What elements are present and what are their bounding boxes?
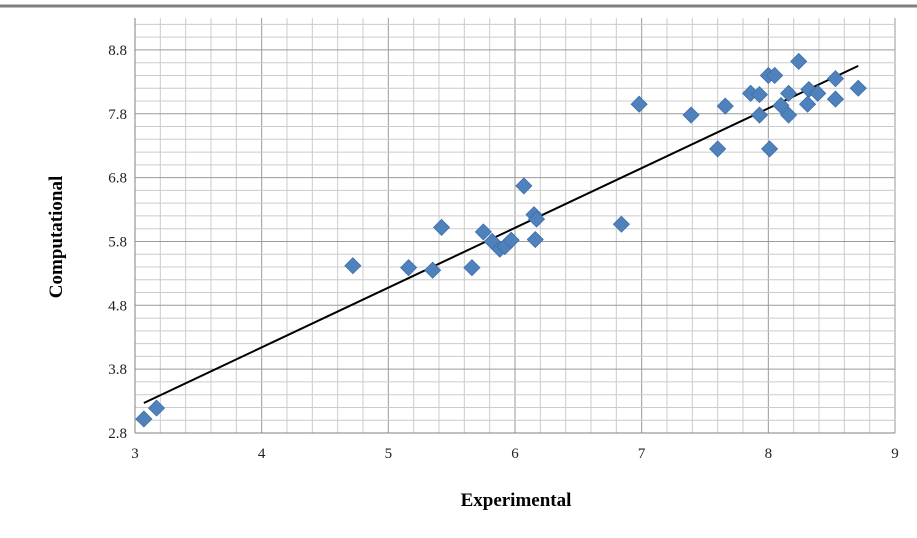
x-axis-ticks: 3 4 5 6 7 8 9	[131, 446, 899, 462]
data-point	[716, 97, 734, 115]
data-point	[750, 106, 769, 124]
data-point	[790, 52, 808, 70]
data-point	[682, 106, 700, 124]
trendline	[143, 64, 859, 404]
data-point	[432, 218, 451, 236]
y-tick-label: 4.8	[108, 298, 127, 314]
x-tick-label: 9	[891, 446, 899, 462]
y-axis-ticks: 2.8 3.8 4.8 5.8 6.8 7.8 8.8	[108, 43, 127, 442]
data-point	[147, 399, 166, 417]
gridlines	[134, 18, 896, 434]
y-tick-label: 6.8	[108, 171, 127, 187]
data-point	[780, 84, 798, 102]
data-point	[612, 215, 630, 233]
x-tick-label: 4	[258, 446, 266, 462]
data-point	[474, 223, 492, 241]
x-tick-label: 6	[511, 446, 519, 462]
data-point	[515, 177, 533, 195]
data-point	[826, 90, 845, 108]
data-point	[463, 259, 481, 277]
data-point	[424, 261, 442, 279]
data-points	[135, 52, 867, 428]
data-point	[780, 106, 798, 124]
data-point	[630, 95, 648, 113]
data-point	[761, 140, 779, 158]
data-point	[709, 140, 727, 158]
data-point	[809, 84, 827, 102]
data-point	[799, 95, 817, 113]
x-axis-title: Experimental	[461, 490, 572, 511]
data-point	[766, 66, 784, 85]
linear-trendline	[143, 64, 859, 404]
data-point	[135, 410, 153, 428]
x-tick-label: 5	[385, 446, 393, 462]
y-tick-label: 5.8	[108, 234, 127, 250]
x-tick-label: 7	[638, 446, 646, 462]
data-point	[527, 210, 546, 228]
data-point	[849, 79, 867, 97]
data-point	[526, 230, 544, 249]
y-axis-title: Computational	[46, 176, 67, 298]
y-tick-label: 7.8	[108, 107, 127, 123]
data-point	[400, 259, 418, 277]
data-point	[826, 70, 845, 88]
y-tick-label: 8.8	[108, 43, 127, 59]
y-tick-label: 2.8	[108, 426, 127, 442]
data-point	[750, 86, 769, 104]
y-tick-label: 3.8	[108, 362, 127, 378]
data-point	[772, 96, 790, 115]
data-point	[344, 257, 362, 275]
x-tick-label: 8	[765, 446, 773, 462]
x-tick-label: 3	[131, 446, 139, 462]
data-point	[502, 231, 520, 249]
